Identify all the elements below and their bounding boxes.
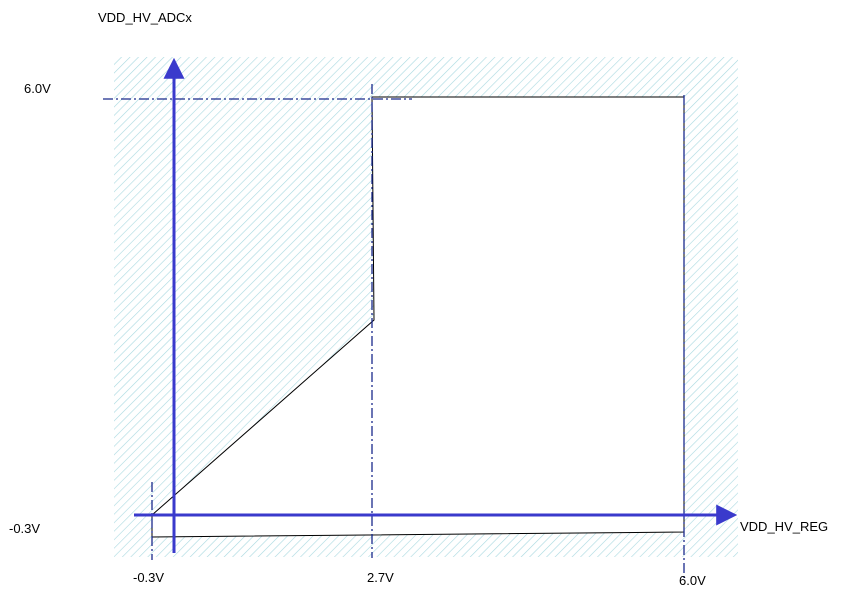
y-tick-label-minus-0-3v: -0.3V bbox=[9, 521, 40, 536]
x-tick-label-2-7v: 2.7V bbox=[367, 570, 394, 585]
y-tick-label-6v: 6.0V bbox=[24, 81, 51, 96]
hatched-region bbox=[114, 57, 738, 557]
y-axis-label: VDD_HV_ADCx bbox=[98, 10, 192, 25]
x-axis-label: VDD_HV_REG bbox=[740, 519, 828, 534]
x-tick-label-minus-0-3v: -0.3V bbox=[133, 570, 164, 585]
x-tick-label-6v: 6.0V bbox=[679, 573, 706, 588]
